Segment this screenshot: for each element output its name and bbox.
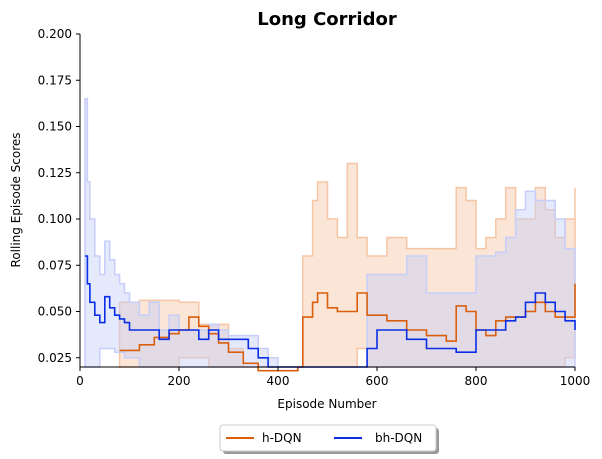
x-axis-label: Episode Number (277, 397, 376, 411)
x-tick-label: 1000 (560, 374, 591, 388)
series-line-h-dqn (119, 283, 576, 372)
chart-title: Long Corridor (257, 9, 397, 30)
x-tick-label: 600 (366, 374, 389, 388)
y-tick-label: 0.200 (38, 27, 72, 41)
y-tick-label: 0.175 (38, 73, 72, 87)
x-tick-label: 200 (168, 374, 191, 388)
y-axis-label: Rolling Episode Scores (9, 133, 23, 268)
y-tick-label: 0.100 (38, 212, 72, 226)
y-tick-label: 0.150 (38, 120, 72, 134)
y-tick-label: 0.050 (38, 305, 72, 319)
y-tick-label: 0.025 (38, 351, 72, 365)
x-tick-label: 800 (465, 374, 488, 388)
x-ticks: 0 200 400 600 800 1000 (76, 367, 590, 388)
legend: h-DQN bh-DQN (219, 424, 439, 454)
x-tick-label: 0 (76, 374, 84, 388)
series-lines (85, 255, 576, 372)
confidence-bands (84, 98, 576, 368)
legend-label-bh-dqn: bh-DQN (375, 431, 422, 445)
legend-label-h-dqn: h-DQN (262, 431, 302, 445)
y-ticks: 0.025 0.050 0.075 0.100 0.125 0.150 0.175 0.200 (38, 27, 80, 365)
y-tick-label: 0.125 (38, 166, 72, 180)
series-line-bh-dqn (85, 255, 576, 368)
y-tick-label: 0.075 (38, 258, 72, 272)
x-tick-label: 400 (267, 374, 290, 388)
legend-box (219, 424, 437, 452)
